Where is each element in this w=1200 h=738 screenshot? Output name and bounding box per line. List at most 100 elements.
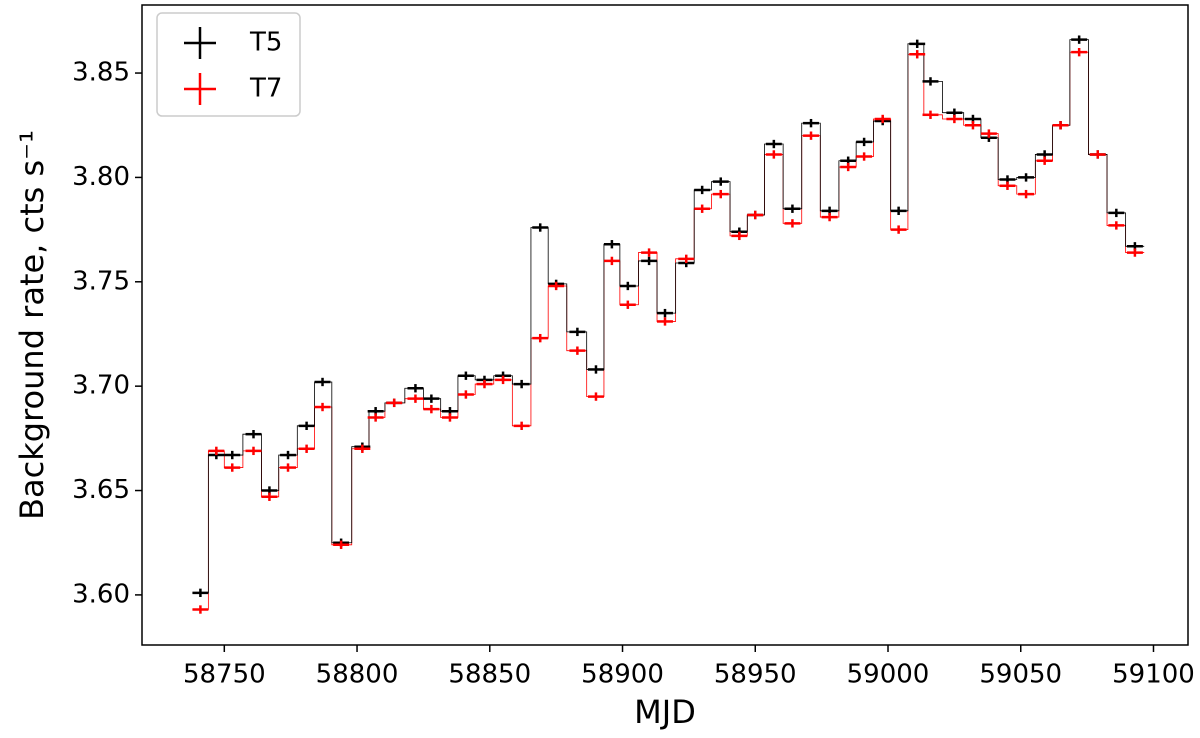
error-cross [407, 394, 424, 403]
error-cross [192, 588, 209, 597]
error-cross [890, 206, 907, 215]
error-cross [1126, 248, 1143, 257]
error-cross [694, 204, 711, 213]
error-cross [641, 248, 658, 257]
x-axis-label: MJD [634, 693, 696, 731]
error-cross [840, 162, 857, 172]
error-cross [354, 444, 371, 453]
error-cross [298, 444, 315, 453]
error-cross [1108, 208, 1125, 218]
legend-label: T5 [249, 28, 282, 58]
error-cross [1018, 173, 1035, 182]
x-tick-label: 58750 [183, 660, 266, 690]
error-cross [946, 114, 963, 124]
error-cross [747, 210, 764, 220]
y-tick-label: 3.85 [72, 58, 130, 88]
error-cross [657, 317, 673, 326]
error-cross [513, 421, 530, 430]
error-cross [603, 256, 620, 266]
error-cross [999, 181, 1016, 190]
error-cross [588, 392, 604, 401]
x-tick-label: 58800 [316, 660, 399, 690]
error-cross [280, 463, 296, 472]
error-cross [765, 139, 782, 149]
error-cross [386, 398, 403, 408]
error-cross [423, 394, 440, 403]
error-cross [457, 371, 474, 380]
error-cross [856, 152, 873, 161]
error-cross [619, 300, 636, 309]
error-cross [192, 605, 209, 614]
error-cross [964, 121, 981, 130]
error-cross [261, 492, 278, 501]
x-tick-label: 59100 [1112, 660, 1195, 690]
y-tick-label: 3.80 [72, 162, 130, 192]
error-cross [678, 254, 695, 264]
error-cross [1036, 156, 1053, 165]
error-cross [821, 212, 838, 222]
error-cross [513, 379, 530, 389]
error-cross [784, 204, 801, 213]
x-tick-label: 59050 [979, 660, 1062, 690]
error-cross [922, 77, 939, 86]
error-cross [712, 177, 729, 186]
error-cross [657, 308, 673, 318]
error-cross [314, 402, 331, 412]
error-cross [367, 413, 384, 422]
error-cross [731, 231, 748, 241]
y-tick-label: 3.70 [72, 371, 130, 401]
error-cross [495, 375, 512, 385]
error-cross [548, 281, 565, 291]
error-cross [245, 429, 262, 439]
error-cross [298, 421, 315, 430]
step-line [192, 39, 1145, 594]
error-cross [457, 390, 474, 399]
y-axis-label: Background rate, cts s⁻¹ [13, 130, 51, 520]
error-cross [208, 446, 225, 456]
error-cross [569, 327, 586, 337]
error-cross [712, 189, 729, 199]
y-tick-label: 3.65 [72, 475, 130, 505]
error-cross [280, 450, 296, 460]
x-tick-label: 58900 [581, 660, 664, 690]
error-cross [619, 281, 636, 291]
error-cross [1071, 48, 1088, 57]
error-cross [784, 219, 801, 228]
error-cross [224, 450, 241, 460]
error-cross [909, 50, 926, 59]
error-cross [856, 137, 873, 147]
error-cross [532, 333, 549, 343]
step-line [192, 51, 1145, 610]
error-cross [909, 39, 926, 49]
error-cross [532, 223, 549, 232]
error-cross [1108, 221, 1125, 230]
error-cross [569, 346, 586, 355]
error-cross [1052, 121, 1069, 130]
error-cross [1089, 150, 1106, 159]
plot-frame [141, 4, 1189, 646]
error-cross [765, 150, 782, 159]
error-cross [441, 413, 458, 422]
error-cross [407, 384, 424, 393]
error-cross [588, 365, 604, 374]
error-cross [694, 185, 711, 195]
error-cross [245, 446, 262, 456]
error-cross [333, 540, 350, 549]
error-cross [423, 404, 440, 414]
error-cross [641, 256, 658, 266]
y-tick-label: 3.60 [72, 579, 130, 609]
legend-label: T7 [249, 74, 282, 104]
y-tick-label: 3.75 [72, 266, 130, 296]
error-cross [874, 114, 891, 124]
error-cross [890, 225, 907, 234]
error-cross [224, 463, 241, 472]
error-cross [980, 129, 997, 138]
x-tick-label: 58950 [714, 660, 797, 690]
x-tick-label: 58850 [448, 660, 531, 690]
error-cross [803, 118, 819, 128]
error-cross [314, 377, 331, 387]
error-cross [1018, 189, 1035, 199]
error-cross [803, 131, 819, 140]
error-cross [603, 240, 620, 249]
